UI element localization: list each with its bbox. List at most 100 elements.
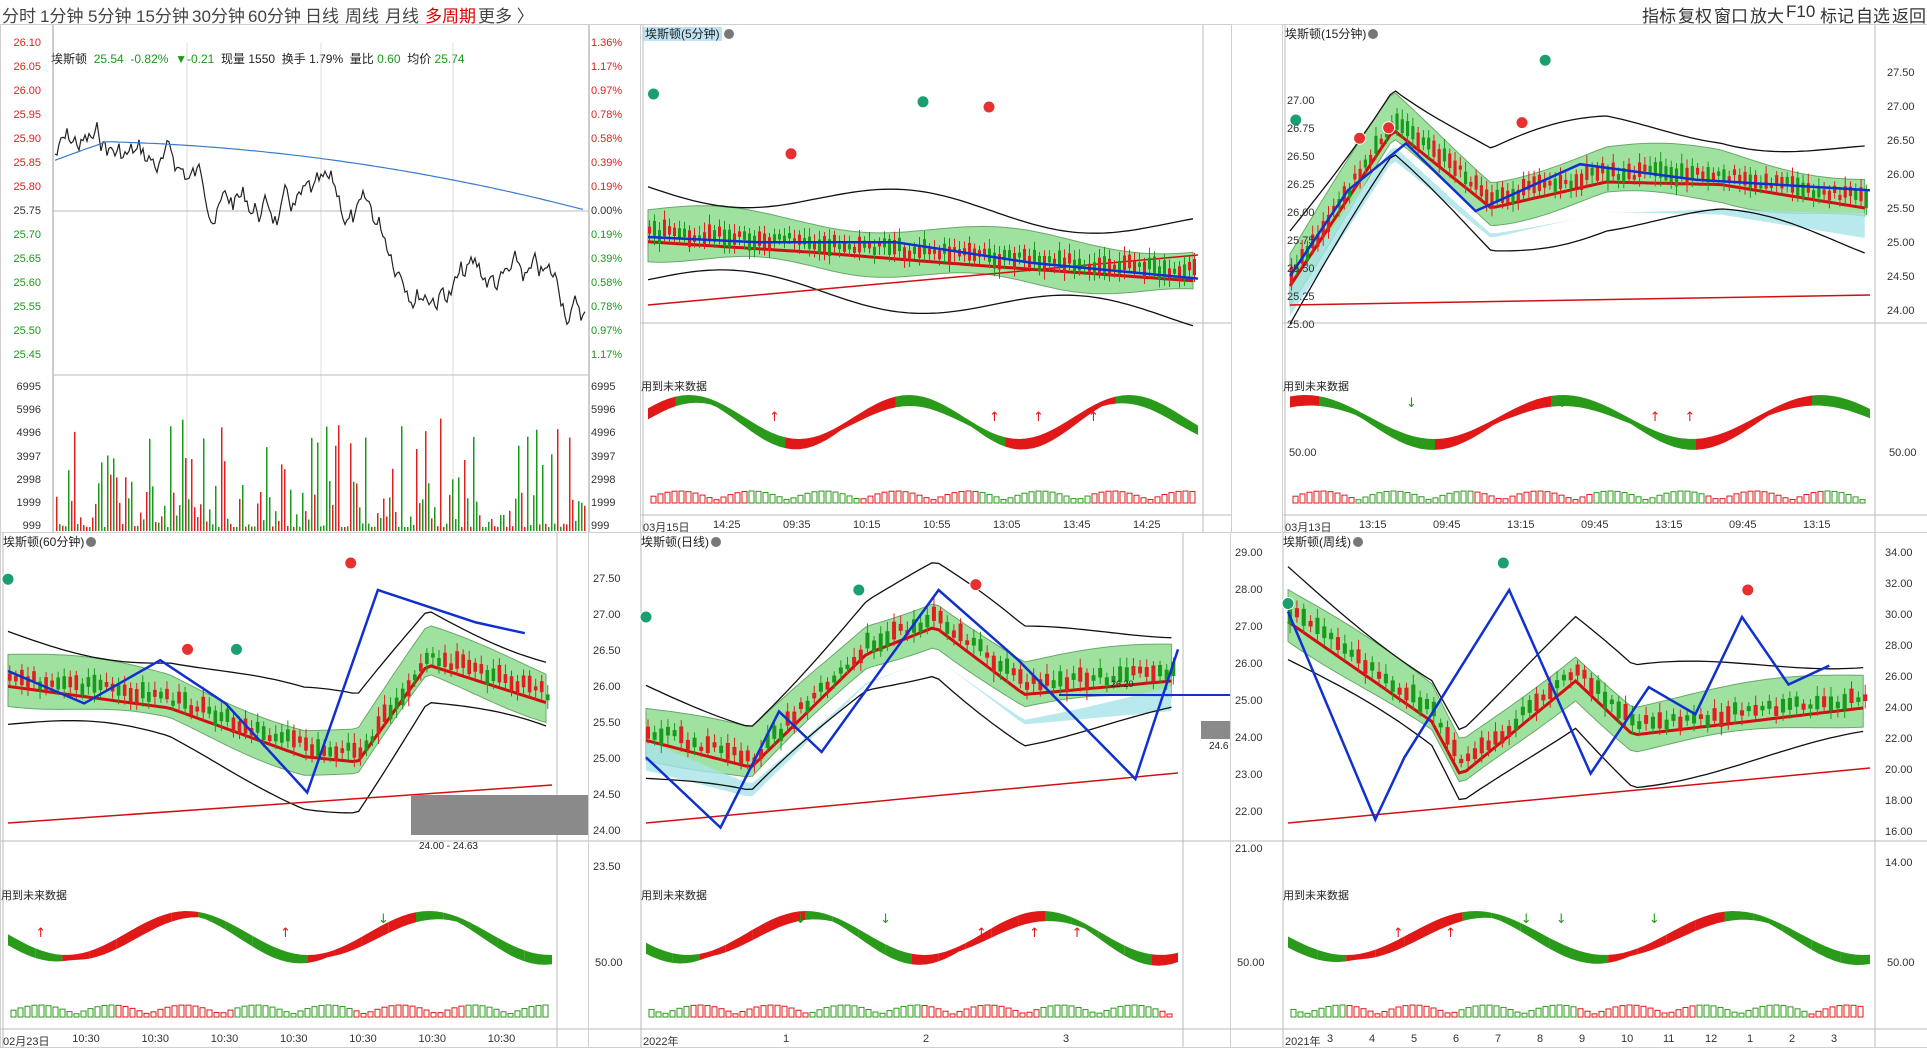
- candle-body: [1760, 705, 1765, 711]
- tab-monthly[interactable]: 月线: [385, 7, 419, 26]
- candle-body: [798, 702, 803, 710]
- volume-bar: [281, 464, 283, 531]
- tab-more[interactable]: 更多 〉: [478, 7, 534, 26]
- candle-body: [1787, 697, 1792, 710]
- volume-bar: [413, 524, 415, 531]
- histogram-box: [73, 1013, 80, 1018]
- volume-bar: [428, 483, 430, 531]
- candle-body: [1486, 740, 1491, 751]
- candle-body: [663, 219, 666, 237]
- volume-bar: [152, 486, 154, 531]
- ma-band: [1287, 588, 1864, 783]
- volume-bar: [254, 526, 256, 531]
- volume-bar: [440, 418, 442, 531]
- oscillator-ribbon: [388, 912, 416, 933]
- histogram-box: [1000, 498, 1007, 504]
- tab-multi-period[interactable]: 多周期: [425, 7, 476, 26]
- time-axis-label: 1: [783, 1033, 790, 1045]
- histogram-box: [1808, 1013, 1815, 1018]
- settings-icon[interactable]: [1353, 537, 1363, 547]
- zoom-button[interactable]: 放大: [1750, 7, 1784, 26]
- oscillator-ribbon: [1462, 911, 1492, 921]
- tab-60min[interactable]: 60分钟: [248, 7, 301, 26]
- tab-intraday[interactable]: 分时: [2, 7, 36, 26]
- oscillator-ribbon: [1782, 924, 1812, 950]
- histogram-box: [1374, 1013, 1381, 1018]
- candle-body: [62, 676, 67, 689]
- candle-body: [825, 681, 830, 690]
- projection-box: [411, 795, 589, 835]
- back-button[interactable]: 返回: [1892, 7, 1926, 26]
- settings-icon[interactable]: [723, 29, 734, 39]
- tab-1min[interactable]: 1分钟: [40, 7, 84, 26]
- up-arrow-icon: ↑: [1684, 410, 1695, 425]
- histogram-box: [921, 1005, 928, 1018]
- panel-weekly[interactable]: 埃斯顿(周线) ↑ ↑ ↓ ↓ ↓ 用到未来数据 29.00 28.00 27.00 26.0…: [1230, 532, 1927, 1048]
- histogram-box: [769, 493, 776, 504]
- histogram-box: [248, 1004, 255, 1018]
- histogram-box: [101, 1004, 108, 1018]
- adjust-button[interactable]: 复权: [1678, 7, 1712, 26]
- histogram-box: [521, 1007, 528, 1018]
- histogram-box: [94, 1006, 101, 1018]
- candle-body: [1555, 680, 1560, 689]
- tab-daily[interactable]: 日线: [305, 7, 339, 26]
- tab-5min[interactable]: 5分钟: [88, 7, 132, 26]
- candle-body: [1023, 248, 1026, 261]
- panel-5min[interactable]: 埃斯顿(5分钟) ↑ ↑ ↑ ↑ 用到未来数据 03月15日 14:25 09:35 10:…: [640, 24, 1232, 534]
- mark-button[interactable]: 标记: [1820, 7, 1854, 26]
- sell-signal-icon: [784, 147, 798, 161]
- histogram-box: [1140, 497, 1147, 504]
- watchlist-button[interactable]: 自选: [1856, 7, 1890, 26]
- price-tick-right: 27.50: [1887, 67, 1915, 79]
- tab-15min[interactable]: 15分钟: [136, 7, 189, 26]
- candle-body: [708, 224, 711, 242]
- settings-icon[interactable]: [86, 537, 97, 547]
- time-axis-label: 10:30: [280, 1033, 308, 1045]
- volume-bar: [203, 438, 205, 531]
- candle-body: [267, 735, 272, 742]
- tab-weekly[interactable]: 周线: [345, 7, 379, 26]
- panel-15min[interactable]: 埃斯顿(15分钟) ↓ ↓ ↑ ↑ 用到未来数据 27.00 26.75 26.50 26.…: [1282, 24, 1927, 534]
- indicator-button[interactable]: 指标: [1642, 7, 1676, 26]
- oscillator-ribbon: [1522, 395, 1551, 414]
- candle-body: [80, 683, 85, 695]
- histogram-box: [1542, 1005, 1549, 1018]
- histogram-box: [528, 1006, 535, 1018]
- histogram-box: [1112, 490, 1119, 504]
- window-button[interactable]: 窗口: [1714, 7, 1748, 26]
- candle-body: [908, 250, 911, 259]
- histogram-box: [741, 490, 748, 504]
- settings-icon[interactable]: [1368, 29, 1379, 39]
- settings-icon[interactable]: [711, 537, 721, 547]
- histogram-box: [1621, 492, 1628, 504]
- buy-signal-icon: [1538, 53, 1552, 67]
- candle-body: [1719, 711, 1724, 727]
- candle-body: [683, 228, 686, 238]
- oscillator-ribbon: [1433, 912, 1463, 933]
- histogram-box: [1836, 1005, 1843, 1018]
- upper-envelope: [647, 186, 1194, 234]
- candle-body: [1767, 700, 1772, 709]
- oscillator-ribbon: [885, 944, 912, 965]
- f10-button[interactable]: F10: [1786, 2, 1816, 21]
- candle-body: [1669, 167, 1673, 182]
- tab-30min[interactable]: 30分钟: [192, 7, 245, 26]
- histogram-box: [1096, 1012, 1103, 1018]
- histogram-box: [1691, 491, 1698, 504]
- oscillator-ribbon: [89, 938, 117, 959]
- candle-body: [1098, 257, 1101, 274]
- panel-60min[interactable]: 埃斯顿(60分钟) ↑ ↑ ↓ 用到未来数据 24.00 - 24.63 02月23…: [0, 532, 590, 1048]
- candle-body: [1349, 649, 1354, 657]
- oscillator-ribbon: [1724, 911, 1754, 922]
- candle-body: [1743, 171, 1747, 186]
- candle-body: [872, 640, 877, 653]
- histogram-box: [1089, 1011, 1096, 1018]
- panel-daily[interactable]: 埃斯顿(日线) ↓ ↓ ↑ ↑ ↑ 用到未来数据 26.20 24.6 27.50 27.…: [588, 532, 1232, 1048]
- candle-body: [1680, 163, 1684, 178]
- histogram-box: [465, 1004, 472, 1018]
- histogram-box: [1012, 1009, 1019, 1018]
- volume-bar: [104, 526, 106, 531]
- intraday-chart-panel[interactable]: 埃斯顿 25.54 -0.82% ▼-0.21 现量 1550 换手 1.79%…: [0, 24, 642, 534]
- candle-body: [515, 681, 520, 692]
